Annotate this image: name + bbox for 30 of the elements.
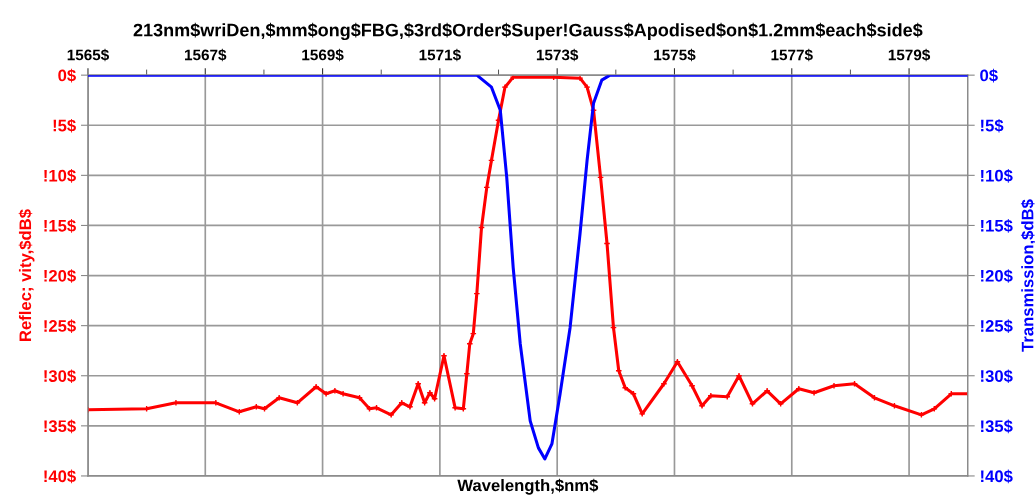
y-tick-label: !40$ bbox=[44, 469, 76, 484]
x-tick-label: 1569$ bbox=[302, 48, 344, 62]
y2-axis-title: Transmission,$dB$ bbox=[1020, 199, 1035, 352]
y2-tick-label: !35$ bbox=[981, 419, 1013, 434]
y-tick-label: !5$ bbox=[53, 118, 76, 133]
x-tick-label: 1571$ bbox=[419, 48, 461, 62]
x-tick-label: 1575$ bbox=[654, 48, 696, 62]
y2-tick-label: !30$ bbox=[981, 369, 1013, 384]
y-tick-label: !35$ bbox=[44, 419, 76, 434]
chart-title: 213nm$wriDen,$mm$ong$FBG,$3rd$Order$Super!Gauss$Apodised$on$1.2mm$each$side$ bbox=[133, 22, 923, 41]
y-tick-label: !30$ bbox=[44, 369, 76, 384]
y2-tick-label: !15$ bbox=[981, 219, 1013, 233]
x-tick-label: 1567$ bbox=[185, 48, 227, 62]
x-tick-label: 1579$ bbox=[888, 48, 931, 62]
y2-tick-label: !40$ bbox=[981, 469, 1013, 484]
y-tick-label: !10$ bbox=[44, 169, 76, 183]
y-axis-title: Reflec; vity,$dB$ bbox=[18, 209, 35, 341]
y2-tick-label: !20$ bbox=[981, 269, 1013, 283]
x-tick-label: 1577$ bbox=[771, 48, 813, 62]
y-tick-label: !15$ bbox=[44, 219, 76, 233]
x-tick-label: 1573$ bbox=[536, 48, 579, 62]
y2-tick-label: !10$ bbox=[981, 169, 1013, 183]
y2-tick-label: !25$ bbox=[981, 319, 1013, 333]
x-axis-title: Wavelength,$nm$ bbox=[457, 478, 599, 495]
x-tick-label: 1565$ bbox=[67, 48, 109, 62]
y-tick-label: !25$ bbox=[44, 319, 76, 333]
y-tick-label: !20$ bbox=[44, 269, 76, 283]
y-tick-label: 0$ bbox=[58, 68, 76, 83]
y2-tick-label: 0$ bbox=[980, 68, 998, 83]
y2-tick-label: !5$ bbox=[981, 118, 1004, 133]
